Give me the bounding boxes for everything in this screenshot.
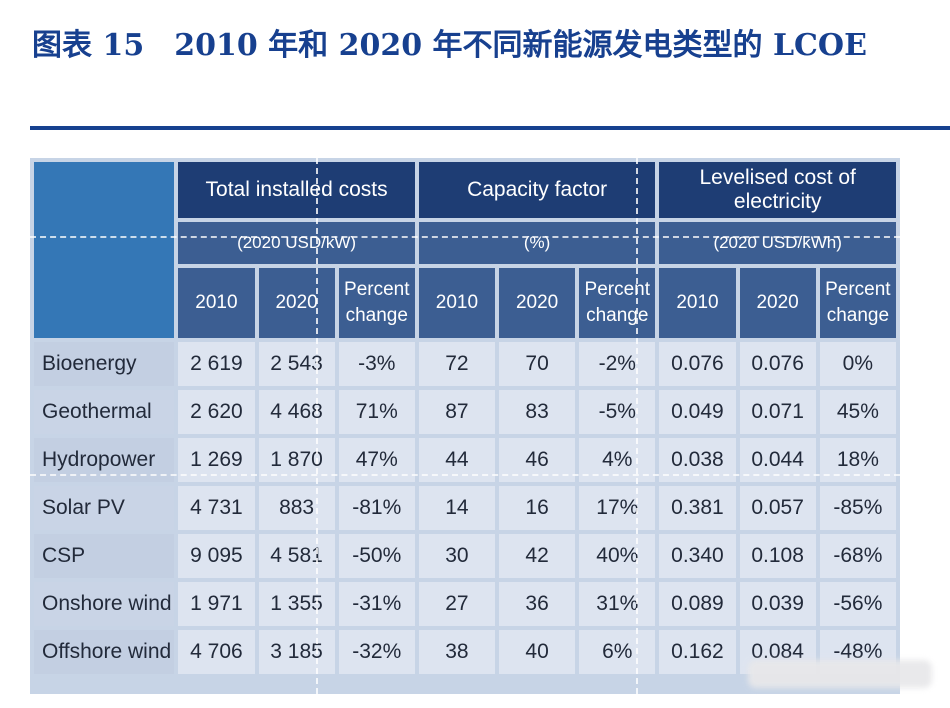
table-cell: 40 <box>499 630 576 674</box>
table-cell: 40% <box>579 534 656 578</box>
table-cell: 0.108 <box>739 534 816 578</box>
row-label: Offshore wind <box>34 630 175 674</box>
row-label: Solar PV <box>34 486 175 530</box>
title-divider <box>30 126 950 130</box>
table-cell: -50% <box>338 534 415 578</box>
table-cell: 87 <box>418 390 496 434</box>
watermark-dash-line <box>30 474 900 476</box>
table-cell: 0.039 <box>739 582 816 626</box>
watermark-dash-line <box>30 236 900 238</box>
table-cell: 1 355 <box>258 582 335 626</box>
table-cell: -3% <box>338 342 415 386</box>
col-header: 2020 <box>499 268 576 338</box>
table-row: Geothermal 2 620 4 468 71% 87 83 -5% 0.049 0.071… <box>34 390 896 434</box>
table-cell: 3 185 <box>258 630 335 674</box>
table-cell: 2 620 <box>178 390 255 434</box>
table-cell: 36 <box>499 582 576 626</box>
lcoe-table-container: Total installed costs Capacity factor Le… <box>30 158 900 694</box>
group-header-capacity-factor: Capacity factor <box>418 162 656 218</box>
table-cell: 45% <box>819 390 896 434</box>
table-row: CSP 9 095 4 581 -50% 30 42 40% 0.340 0.108 -68% <box>34 534 896 578</box>
table-cell: 0.381 <box>659 486 736 530</box>
col-header: 2010 <box>659 268 736 338</box>
table-cell: 30 <box>418 534 496 578</box>
table-row: Solar PV 4 731 883 -81% 14 16 17% 0.381 0.057 -85… <box>34 486 896 530</box>
table-cell: 0.071 <box>739 390 816 434</box>
table-cell: 0.049 <box>659 390 736 434</box>
table-cell: 4 731 <box>178 486 255 530</box>
watermark-dash-line <box>316 158 318 694</box>
blurred-watermark <box>748 660 932 688</box>
group-header-lcoe: Levelised cost of electricity <box>659 162 896 218</box>
table-cell: 16 <box>499 486 576 530</box>
table-cell: -2% <box>579 342 656 386</box>
table-cell: 0.089 <box>659 582 736 626</box>
row-label: Onshore wind <box>34 582 175 626</box>
table-body: Bioenergy 2 619 2 543 -3% 72 70 -2% 0.076 0.076 0… <box>34 342 896 674</box>
figure-title: 图表 15 2010 年和 2020 年不同新能源发电类型的 LCOE <box>32 28 867 63</box>
table-corner <box>34 162 175 338</box>
table-cell: 0.340 <box>659 534 736 578</box>
table-cell: -85% <box>819 486 896 530</box>
table-cell: 9 095 <box>178 534 255 578</box>
table-cell: 14 <box>418 486 496 530</box>
col-header: 2010 <box>418 268 496 338</box>
table-cell: 72 <box>418 342 496 386</box>
col-header: 2020 <box>739 268 816 338</box>
table-cell: 0% <box>819 342 896 386</box>
watermark-dash-line <box>636 158 638 694</box>
lcoe-table: Total installed costs Capacity factor Le… <box>30 158 900 678</box>
table-row: Bioenergy 2 619 2 543 -3% 72 70 -2% 0.076 0.076 0… <box>34 342 896 386</box>
table-cell: 70 <box>499 342 576 386</box>
table-cell: 1 971 <box>178 582 255 626</box>
group-unit-capacity-factor: (%) <box>418 222 656 264</box>
col-header: 2010 <box>178 268 255 338</box>
table-cell: 31% <box>579 582 656 626</box>
table-cell: 42 <box>499 534 576 578</box>
table-cell: -68% <box>819 534 896 578</box>
table-cell: 0.057 <box>739 486 816 530</box>
table-cell: 27 <box>418 582 496 626</box>
table-cell: -81% <box>338 486 415 530</box>
table-cell: 83 <box>499 390 576 434</box>
col-header: Percent change <box>338 268 415 338</box>
table-cell: 4 706 <box>178 630 255 674</box>
table-cell: 38 <box>418 630 496 674</box>
row-label: Bioenergy <box>34 342 175 386</box>
table-cell: 71% <box>338 390 415 434</box>
group-unit-lcoe: (2020 USD/kWh) <box>659 222 896 264</box>
table-cell: -5% <box>579 390 656 434</box>
table-cell: 17% <box>579 486 656 530</box>
table-cell: 6% <box>579 630 656 674</box>
table-cell: 4 468 <box>258 390 335 434</box>
table-cell: -56% <box>819 582 896 626</box>
table-cell: 4 581 <box>258 534 335 578</box>
row-label: CSP <box>34 534 175 578</box>
col-header: Percent change <box>819 268 896 338</box>
row-label: Geothermal <box>34 390 175 434</box>
table-row: Onshore wind 1 971 1 355 -31% 27 36 31% 0.089 0.… <box>34 582 896 626</box>
table-cell: 0.076 <box>659 342 736 386</box>
col-header: Percent change <box>579 268 656 338</box>
group-header-installed-costs: Total installed costs <box>178 162 415 218</box>
table-cell: -31% <box>338 582 415 626</box>
table-cell: 0.076 <box>739 342 816 386</box>
table-cell: -32% <box>338 630 415 674</box>
table-cell: 2 619 <box>178 342 255 386</box>
table-cell: 883 <box>258 486 335 530</box>
table-cell: 0.162 <box>659 630 736 674</box>
table-cell: 2 543 <box>258 342 335 386</box>
group-unit-installed-costs: (2020 USD/kW) <box>178 222 415 264</box>
col-header: 2020 <box>258 268 335 338</box>
